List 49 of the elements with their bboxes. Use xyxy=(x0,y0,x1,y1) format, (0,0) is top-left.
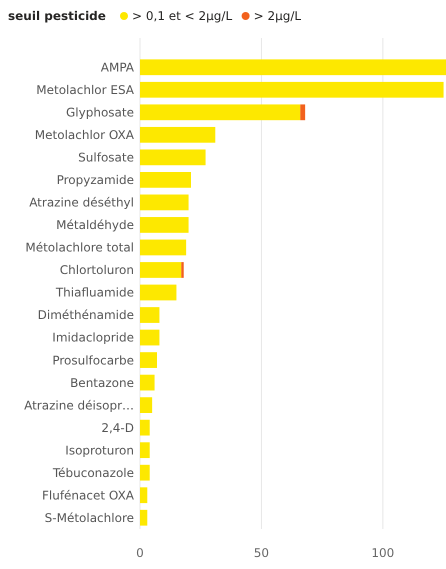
y-tick-label: Propyzamide xyxy=(56,173,134,188)
y-tick-label: S-Métolachlore xyxy=(44,510,134,525)
legend-title: seuil pesticide xyxy=(8,9,106,23)
x-tick-label: 100 xyxy=(371,546,394,560)
y-tick-label: Thiafluamide xyxy=(54,286,134,300)
x-tick-label: 50 xyxy=(254,546,270,560)
bar xyxy=(140,82,444,98)
bar xyxy=(140,240,186,256)
bar xyxy=(140,262,182,278)
y-tick-label: Prosulfocarbe xyxy=(52,353,134,368)
y-tick-label: Tébuconazole xyxy=(52,466,134,480)
bar xyxy=(140,172,191,188)
y-tick-label: Diméthénamide xyxy=(38,308,134,322)
y-tick-label: Metolachlor ESA xyxy=(36,82,135,97)
bar xyxy=(140,374,155,390)
y-tick-label: Atrazine déisopr… xyxy=(24,398,134,412)
bar xyxy=(140,307,160,323)
y-tick-label: Atrazine déséthyl xyxy=(29,196,134,210)
y-tick-label: Flufénacet OXA xyxy=(42,488,135,502)
bar xyxy=(140,420,150,436)
bar xyxy=(140,284,176,300)
bar xyxy=(300,104,306,120)
y-tick-label: Metolachlor OXA xyxy=(34,128,135,142)
x-tick-label: 0 xyxy=(136,546,144,560)
bar xyxy=(140,510,148,526)
y-tick-label: Glyphosate xyxy=(66,106,134,120)
legend-label: > 2µg/L xyxy=(254,9,302,23)
y-tick-label: 2,4-D xyxy=(101,420,134,435)
bar xyxy=(140,487,148,504)
bar xyxy=(140,442,150,458)
y-tick-label: Métolachlore total xyxy=(25,240,134,255)
bar xyxy=(140,330,160,346)
bar xyxy=(140,397,152,414)
y-tick-label: Métaldéhyde xyxy=(56,218,134,232)
y-tick-label: AMPA xyxy=(100,60,135,74)
y-tick-label: Isoproturon xyxy=(65,443,134,458)
bar xyxy=(140,59,446,76)
bar xyxy=(140,104,300,120)
bar xyxy=(140,149,206,166)
y-tick-label: Sulfosate xyxy=(78,150,134,165)
y-tick-label: Chlortoluron xyxy=(60,263,134,278)
bar xyxy=(140,464,150,481)
bar xyxy=(140,217,189,233)
bar xyxy=(140,126,216,143)
y-tick-label: Imidaclopride xyxy=(52,330,134,345)
bar xyxy=(140,194,189,210)
y-tick-label: Bentazone xyxy=(70,376,134,390)
legend-label: > 0,1 et < 2µg/L xyxy=(132,9,232,23)
bar xyxy=(140,352,157,368)
